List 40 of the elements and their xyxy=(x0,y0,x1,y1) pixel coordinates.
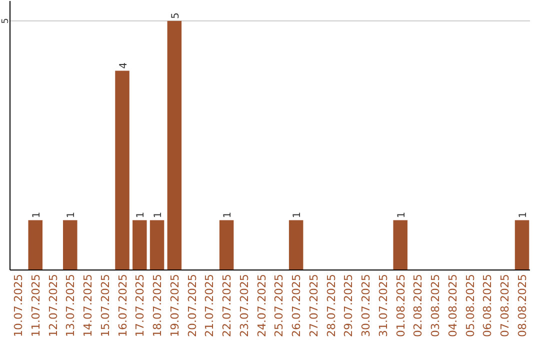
x-tick-label: 20.07.2025 xyxy=(186,274,199,337)
data-label: 1 xyxy=(136,212,147,218)
x-tick-label: 17.07.2025 xyxy=(134,274,147,337)
x-tick-label: 22.07.2025 xyxy=(220,274,234,337)
x-tick-label: 29.07.2025 xyxy=(342,274,356,337)
x-tick-label: 27.07.2025 xyxy=(307,274,320,337)
x-tick-label: 28.07.2025 xyxy=(324,274,338,337)
x-tick-label: 26.07.2025 xyxy=(290,274,304,337)
x-tick-label: 13.07.2025 xyxy=(64,274,78,337)
x-tick-label: 31.07.2025 xyxy=(376,274,390,337)
x-tick-label: 25.07.2025 xyxy=(272,274,286,337)
x-tick-label: 12.07.2025 xyxy=(46,274,60,337)
data-label: 1 xyxy=(292,212,304,218)
data-label: 4 xyxy=(118,62,130,69)
x-tick-label: 01.08.2025 xyxy=(394,274,408,337)
data-label: 5 xyxy=(170,12,182,19)
x-tick-label: 18.07.2025 xyxy=(151,274,164,337)
x-tick-label: 30.07.2025 xyxy=(360,274,373,337)
data-label: 1 xyxy=(396,212,408,218)
x-tick-label: 08.08.2025 xyxy=(516,274,530,337)
x-tick-label: 07.08.2025 xyxy=(498,274,512,337)
data-label: 1 xyxy=(153,212,164,218)
x-tick-label: 04.08.2025 xyxy=(446,274,460,337)
x-tick-label: 10.07.2025 xyxy=(12,274,25,337)
x-tick-label: 21.07.2025 xyxy=(203,274,216,337)
x-tick-label: 19.07.2025 xyxy=(168,274,182,337)
x-tick-label: 02.08.2025 xyxy=(412,274,425,337)
data-label: 1 xyxy=(66,212,78,218)
data-label: 1 xyxy=(222,212,234,218)
x-tick-label: 05.08.2025 xyxy=(464,274,477,337)
x-tick-label: 23.07.2025 xyxy=(238,274,251,337)
x-tick-label: 14.07.2025 xyxy=(82,274,95,337)
x-tick-label: 03.08.2025 xyxy=(429,274,442,337)
x-tick-label: 24.07.2025 xyxy=(255,274,268,337)
x-tick-label: 11.07.2025 xyxy=(29,274,42,337)
x-tick-label: 06.08.2025 xyxy=(481,274,494,337)
data-label: 1 xyxy=(31,212,42,218)
x-tick-label: 15.07.2025 xyxy=(98,274,112,337)
data-label: 1 xyxy=(518,212,530,218)
x-tick-label: 16.07.2025 xyxy=(116,274,130,337)
